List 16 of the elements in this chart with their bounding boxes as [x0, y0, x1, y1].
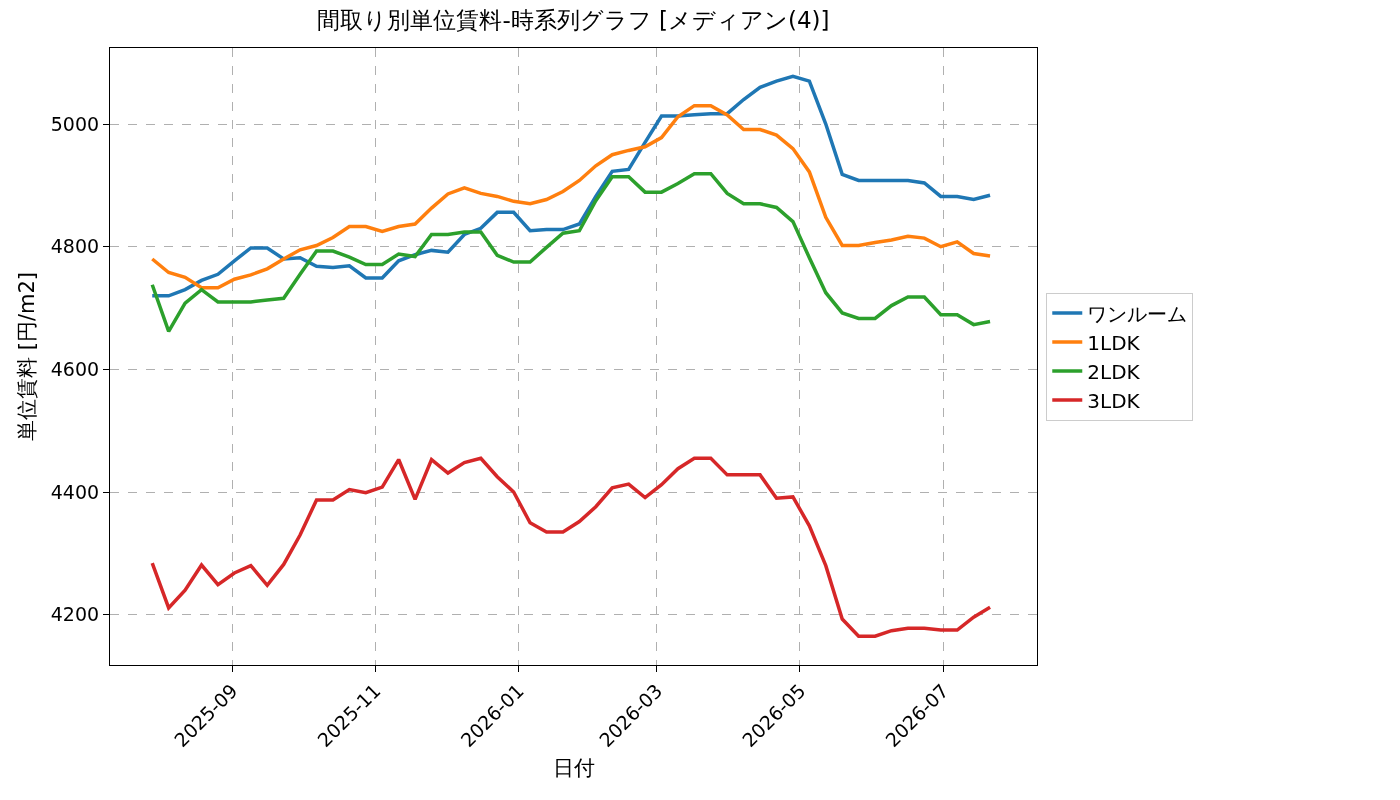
- y-tick-label: 4800: [50, 235, 100, 258]
- legend-label: ワンルーム: [1087, 301, 1188, 326]
- y-tick-label: 4200: [50, 603, 100, 626]
- x-axis-title: 日付: [552, 756, 595, 781]
- line-series: [150, 171, 992, 334]
- line-series: [150, 74, 992, 298]
- y-tick-label: 5000: [50, 112, 100, 135]
- line-series: [150, 456, 992, 638]
- legend-label: 1LDK: [1087, 330, 1141, 355]
- y-axis-title: 単位賃料 [円/m2]: [14, 272, 39, 441]
- legend-label: 3LDK: [1087, 388, 1141, 413]
- line-series: [150, 103, 992, 290]
- legend-label: 2LDK: [1087, 359, 1141, 384]
- chart-title: 間取り別単位賃料-時系列グラフ [メディアン(4)]: [317, 7, 830, 34]
- y-tick-label: 4400: [50, 480, 100, 503]
- y-tick-label: 4600: [50, 358, 100, 381]
